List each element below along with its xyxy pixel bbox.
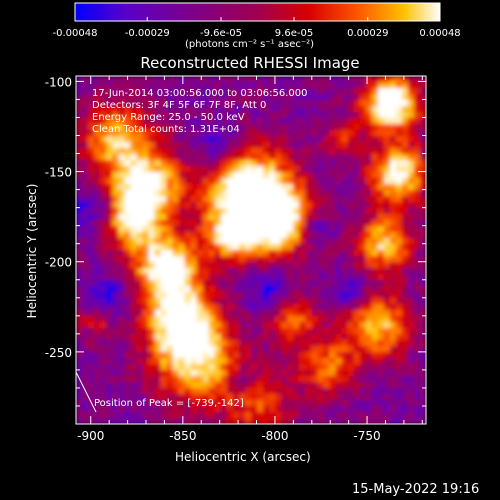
annotation-energy-range: Energy Range: 25.0 - 50.0 keV bbox=[92, 112, 245, 123]
annotation-peak-position: Position of Peak = [-739,-142] bbox=[94, 398, 244, 409]
x-tick-label: -750 bbox=[353, 429, 380, 443]
colorbar-tick-label: -0.00048 bbox=[53, 28, 98, 39]
annotation-time-range: 17-Jun-2014 03:00:56.000 to 03:06:56.000 bbox=[92, 88, 308, 99]
y-axis-ticks: -100 -150 -200 -250 bbox=[45, 75, 426, 425]
footer-date: 15-May-2022 19:16 bbox=[352, 482, 480, 497]
y-tick-label: -150 bbox=[45, 166, 72, 180]
colorbar: -0.00048 -0.00029 -9.6e-05 9.6e-05 0.00029 0.… bbox=[53, 2, 461, 39]
annotation-detectors: Detectors: 3F 4F 5F 6F 7F 8F, Att 0 bbox=[92, 100, 267, 111]
plot-title: Reconstructed RHESSI Image bbox=[140, 54, 360, 72]
y-tick-label: -200 bbox=[45, 256, 72, 270]
x-tick-label: -800 bbox=[261, 429, 288, 443]
plot-frame bbox=[75, 75, 427, 425]
x-tick-label: -900 bbox=[77, 429, 104, 443]
colorbar-tick-label: -0.00029 bbox=[125, 28, 170, 39]
colorbar-tick-label: 9.6e-05 bbox=[275, 28, 313, 39]
colorbar-unit-label: (photons cm⁻² s⁻¹ asec⁻²) bbox=[185, 39, 315, 50]
image-pixels bbox=[76, 76, 426, 424]
colorbar-ticks: -0.00048 -0.00029 -9.6e-05 9.6e-05 0.00029 0.… bbox=[53, 17, 461, 39]
peak-pointer-line bbox=[76, 371, 97, 413]
colorbar-tick-label: 0.00048 bbox=[419, 28, 460, 39]
y-tick-label: -250 bbox=[45, 346, 72, 360]
colorbar-gradient bbox=[74, 2, 441, 22]
x-tick-label: -850 bbox=[169, 429, 196, 443]
x-axis-ticks: -900 -850 -800 -750 bbox=[77, 76, 423, 443]
colorbar-tick-label: 0.00029 bbox=[347, 28, 388, 39]
x-axis-label: Heliocentric X (arcsec) bbox=[175, 450, 311, 464]
y-tick-label: -100 bbox=[45, 75, 72, 89]
annotation-clean-counts: Clean Total counts: 1.31E+04 bbox=[92, 124, 240, 135]
y-axis-label: Heliocentric Y (arcsec) bbox=[25, 183, 39, 319]
colorbar-tick-label: -9.6e-05 bbox=[200, 28, 242, 39]
